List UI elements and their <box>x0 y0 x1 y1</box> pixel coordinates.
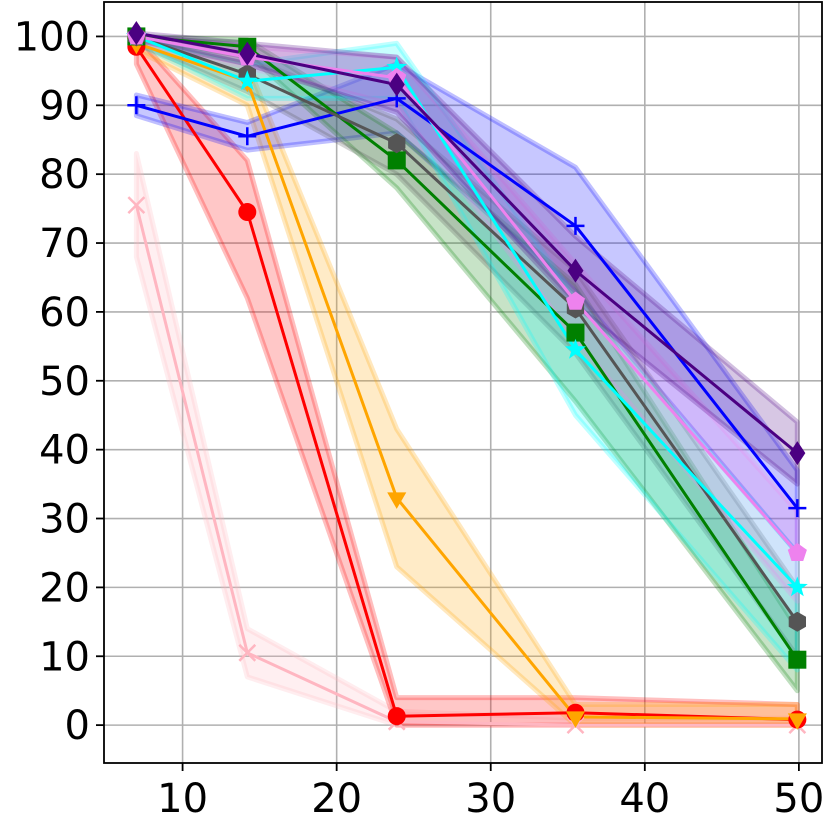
marker-indigo-diamond <box>239 41 256 66</box>
plot-frame <box>103 1 823 764</box>
marker-red-circle <box>387 707 406 726</box>
marker-red-circle <box>238 203 257 222</box>
marker-cyan-star <box>386 56 408 77</box>
y-tick-label: 20 <box>39 565 90 611</box>
marker-pink-x <box>127 196 146 215</box>
y-tick-label: 90 <box>39 83 90 129</box>
marker-violet-pentagon <box>787 543 807 561</box>
y-tick-label: 30 <box>39 497 90 543</box>
y-tick-label: 10 <box>39 634 90 680</box>
y-tick-label: 40 <box>39 428 90 474</box>
band-indigo-diamond <box>133 30 800 487</box>
marker-indigo-diamond <box>128 20 145 45</box>
marker-blue-plus <box>238 127 257 146</box>
x-tick-label: 20 <box>311 776 362 822</box>
x-tick-label: 30 <box>465 776 516 822</box>
y-tick-label: 50 <box>39 359 90 405</box>
x-tick-label: 40 <box>619 776 670 822</box>
marker-indigo-diamond <box>789 441 806 466</box>
marker-violet-pentagon <box>566 291 585 310</box>
marker-orange-triangle <box>387 492 407 509</box>
marker-gray-hexagon <box>388 133 406 154</box>
y-axis: 0 10 20 30 40 50 60 70 80 90 100 <box>14 14 104 749</box>
series-markers <box>125 20 808 735</box>
marker-blue-plus <box>566 216 585 235</box>
marker-gray-hexagon <box>788 611 806 632</box>
marker-cyan-star <box>786 576 808 597</box>
marker-blue-plus <box>127 96 146 115</box>
x-tick-label: 50 <box>773 776 824 822</box>
y-tick-label: 80 <box>39 152 90 198</box>
marker-orange-triangle <box>566 711 585 728</box>
marker-green-square <box>387 151 406 170</box>
marker-orange-triangle <box>787 713 807 730</box>
band-cyan-star <box>133 33 800 673</box>
marker-green-square <box>788 650 807 669</box>
marker-indigo-diamond <box>388 72 405 97</box>
x-axis: 10 20 30 40 50 <box>157 763 824 822</box>
y-tick-label: 70 <box>39 221 90 267</box>
x-tick-label: 10 <box>157 776 208 822</box>
marker-green-square <box>566 323 585 342</box>
marker-cyan-star <box>565 338 586 359</box>
marker-pink-x <box>238 643 257 662</box>
y-tick-label: 0 <box>65 703 90 749</box>
marker-blue-plus <box>788 499 807 518</box>
y-tick-label: 60 <box>39 290 90 336</box>
marker-cyan-star <box>236 70 258 91</box>
marker-indigo-diamond <box>567 258 584 283</box>
y-tick-label: 100 <box>14 14 90 60</box>
